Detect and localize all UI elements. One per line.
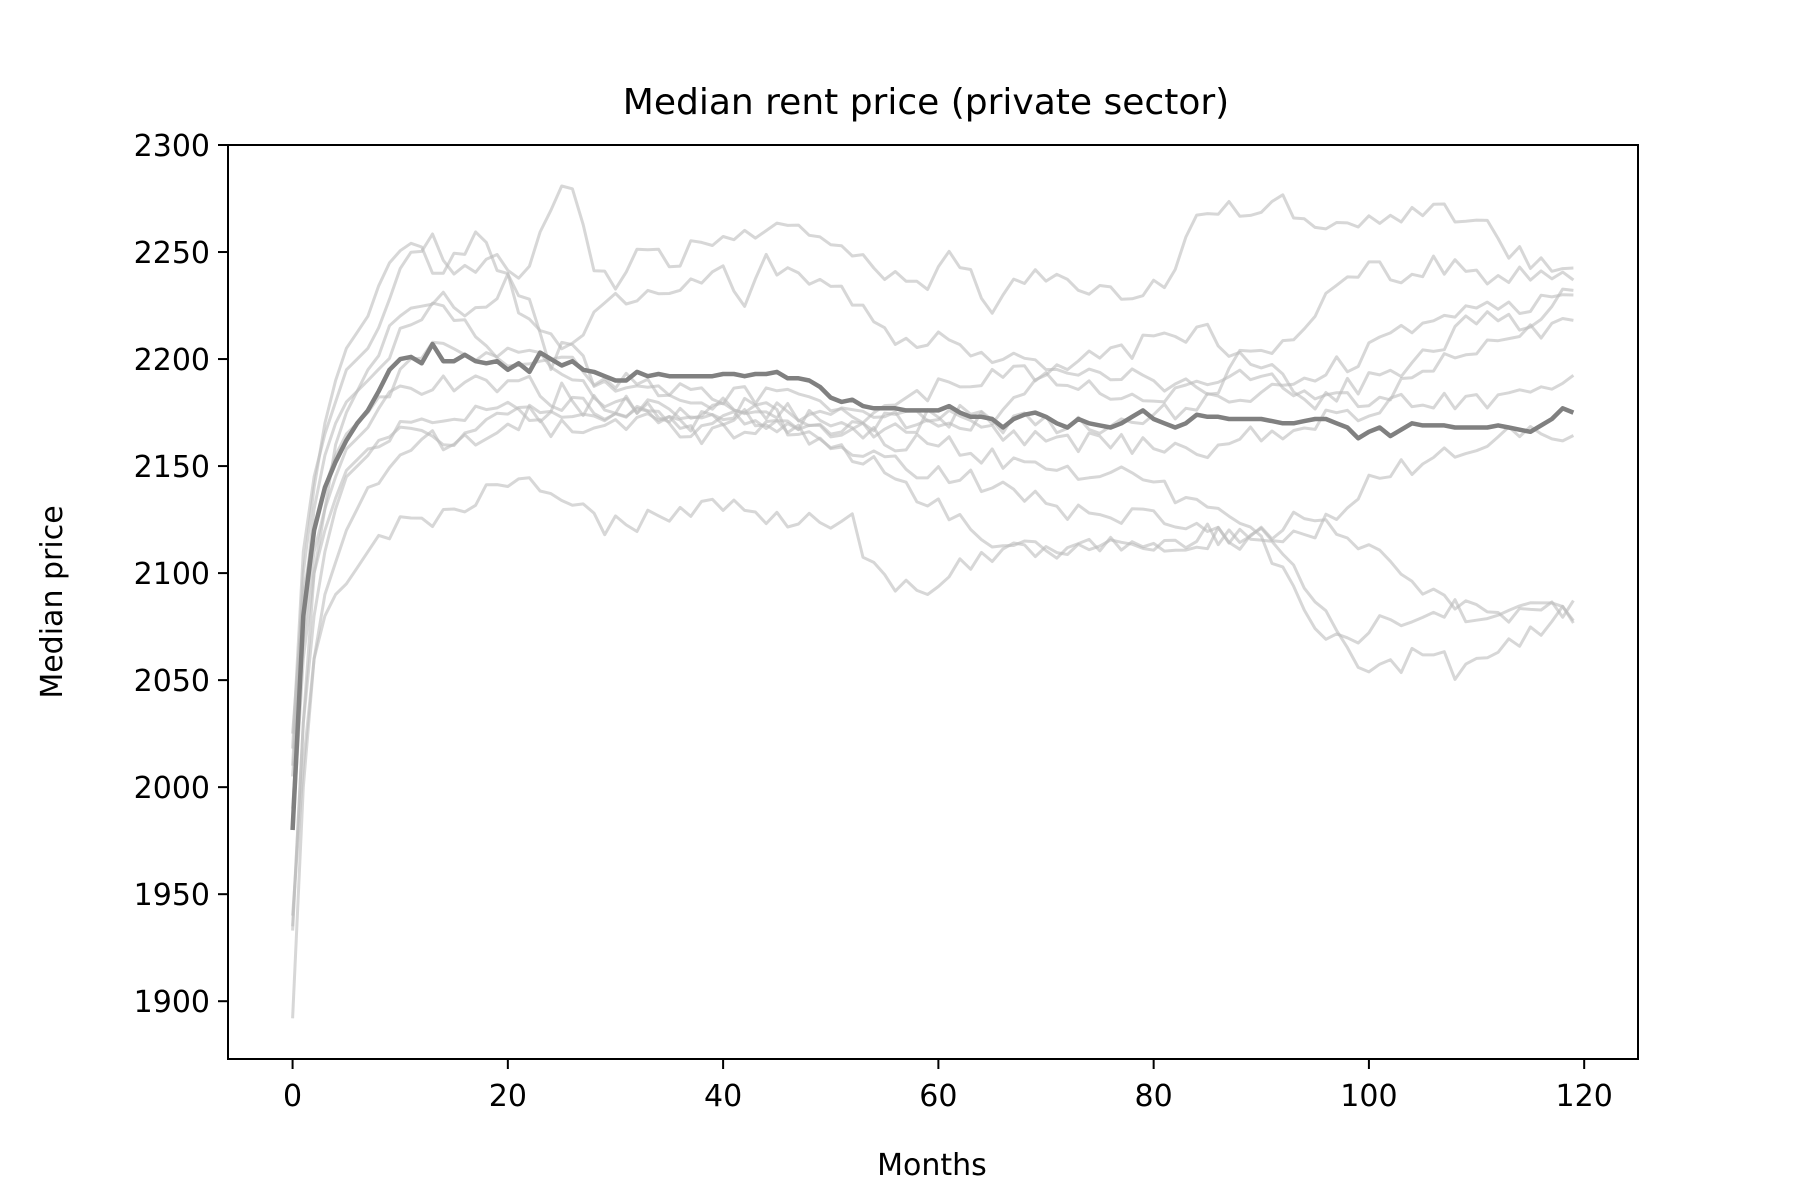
y-tick-label: 2250	[134, 236, 210, 271]
y-tick-label: 2050	[134, 664, 210, 699]
y-tick-label: 1900	[134, 985, 210, 1020]
median-series-layer	[290, 341, 1575, 831]
simulation-runs	[291, 184, 1575, 1019]
run-line-6	[291, 340, 1575, 734]
run-line-7	[291, 400, 1575, 831]
plot-frame	[227, 144, 1639, 1060]
y-tick-label: 2200	[134, 343, 210, 378]
run-line-10	[291, 293, 1574, 809]
x-tick-label: 60	[919, 1079, 957, 1114]
run-line-2	[291, 230, 1575, 766]
run-line-1	[291, 272, 1574, 927]
x-tick-label: 0	[283, 1079, 302, 1114]
x-tick-label: 20	[489, 1079, 527, 1114]
median-line	[290, 341, 1575, 831]
x-axis-label: Months	[877, 1148, 987, 1183]
run-line-8	[291, 476, 1575, 916]
x-tick-label: 40	[704, 1079, 742, 1114]
y-axis-label: Median price	[35, 505, 70, 698]
run-line-5	[291, 184, 1574, 749]
y-tick-label: 2150	[134, 450, 210, 485]
y-tick-label: 2000	[134, 771, 210, 806]
x-tick-label: 120	[1556, 1079, 1613, 1114]
run-line-9	[291, 301, 1574, 777]
chart-title: Median rent price (private sector)	[623, 82, 1229, 123]
y-tick-label: 2100	[134, 557, 210, 592]
run-line-3	[291, 403, 1575, 1019]
y-axis: 1900 1950 2000 2050 2100 2150 2200 2250 2300	[134, 129, 228, 1020]
y-tick-label: 1950	[134, 878, 210, 913]
x-axis: 0 20 40 60 80 100 120	[283, 1059, 1613, 1114]
x-tick-label: 100	[1340, 1079, 1397, 1114]
x-tick-label: 80	[1135, 1079, 1173, 1114]
y-tick-label: 2300	[134, 129, 210, 164]
run-line-4	[291, 381, 1575, 931]
